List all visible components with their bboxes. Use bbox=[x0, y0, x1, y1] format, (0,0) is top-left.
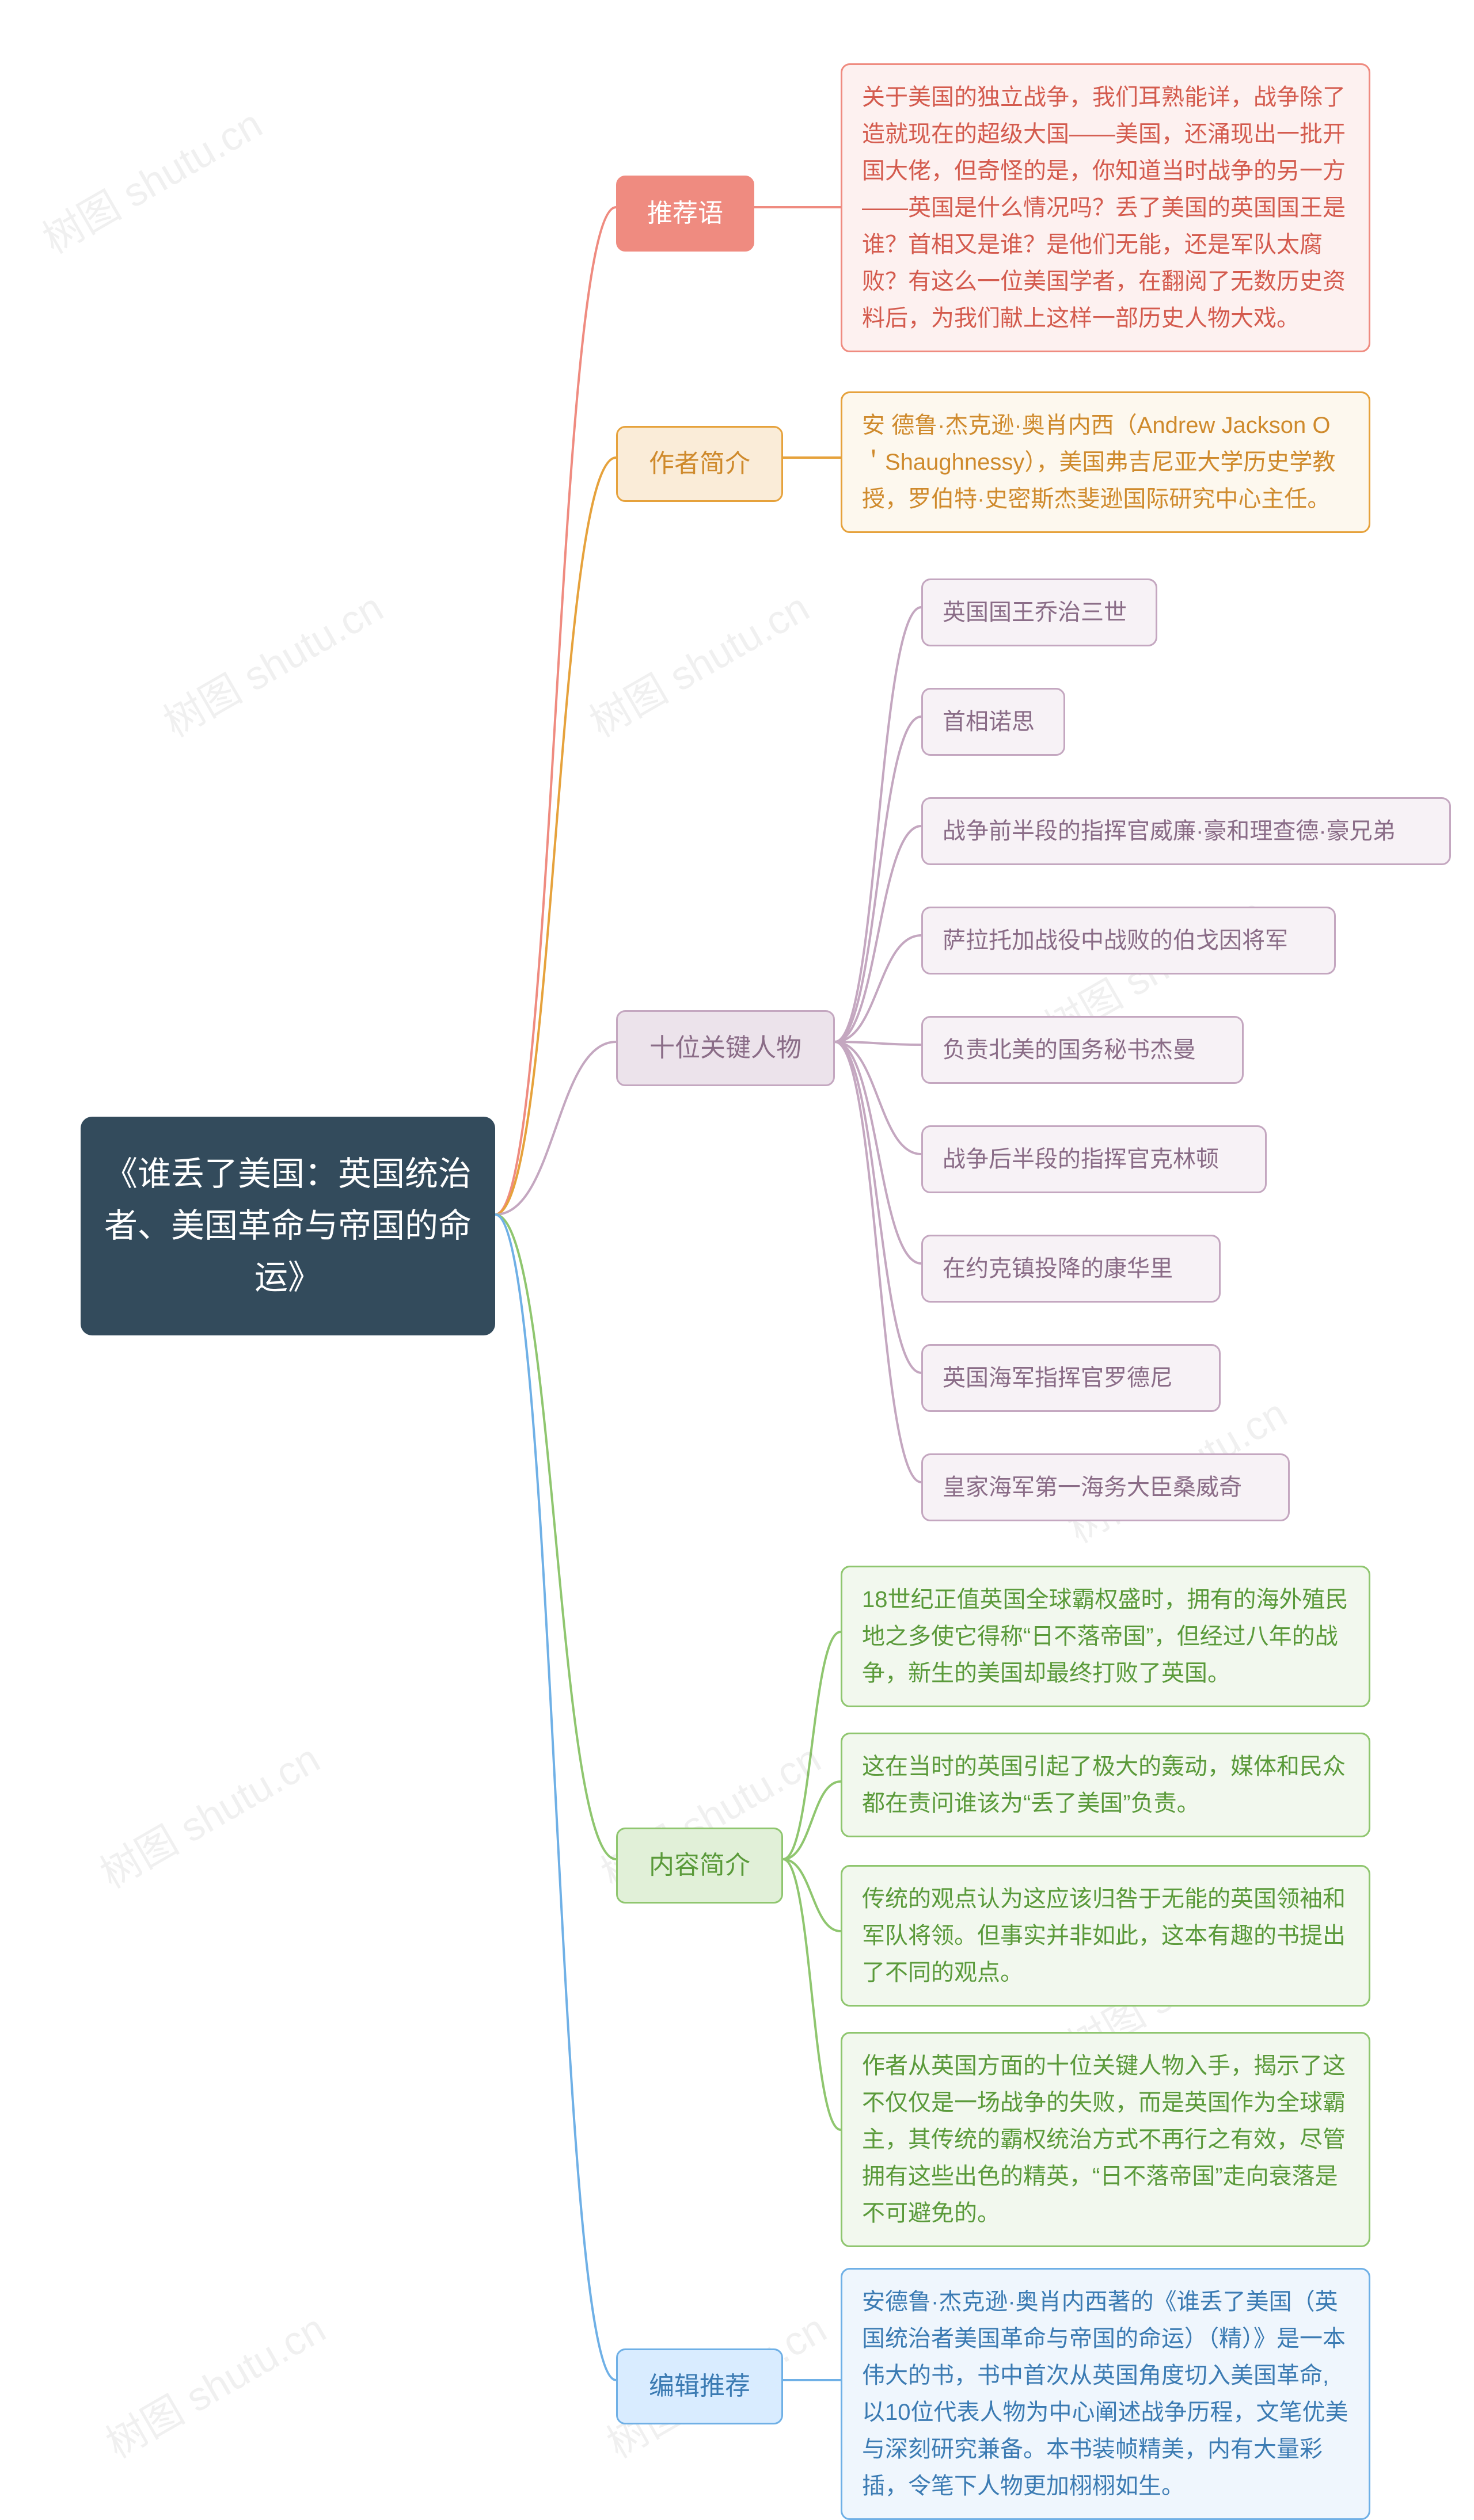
branch-node-b4: 内容简介 bbox=[616, 1828, 783, 1904]
branch-node-b1: 推荐语 bbox=[616, 176, 754, 252]
leaf-node: 萨拉托加战役中战败的伯戈因将军 bbox=[921, 907, 1336, 974]
watermark: 树图 shutu.cn bbox=[88, 1727, 329, 1900]
root-node: 《谁丢了美国：英国统治者、美国革命与帝国的命运》 bbox=[81, 1117, 495, 1335]
leaf-node: 安德鲁·杰克逊·奥肖内西著的《谁丢了美国（英国统治者美国革命与帝国的命运）（精）… bbox=[841, 2268, 1370, 2520]
watermark: 树图 shutu.cn bbox=[94, 2297, 335, 2470]
leaf-node: 英国国王乔治三世 bbox=[921, 578, 1157, 646]
watermark: 树图 shutu.cn bbox=[151, 576, 392, 749]
leaf-node: 传统的观点认为这应该归咎于无能的英国领袖和军队将领。但事实并非如此，这本有趣的书… bbox=[841, 1865, 1370, 2007]
leaf-node: 负责北美的国务秘书杰曼 bbox=[921, 1016, 1244, 1084]
leaf-node: 英国海军指挥官罗德尼 bbox=[921, 1344, 1221, 1412]
branch-node-b2: 作者简介 bbox=[616, 426, 783, 502]
watermark: 树图 shutu.cn bbox=[31, 93, 271, 265]
leaf-node: 战争前半段的指挥官威廉·豪和理查德·豪兄弟 bbox=[921, 797, 1451, 865]
leaf-node: 在约克镇投降的康华里 bbox=[921, 1235, 1221, 1303]
leaf-node: 战争后半段的指挥官克林顿 bbox=[921, 1125, 1267, 1193]
leaf-node: 首相诺思 bbox=[921, 688, 1065, 756]
leaf-node: 皇家海军第一海务大臣桑威奇 bbox=[921, 1453, 1290, 1521]
branch-node-b5: 编辑推荐 bbox=[616, 2348, 783, 2424]
branch-node-b3: 十位关键人物 bbox=[616, 1010, 835, 1086]
watermark: 树图 shutu.cn bbox=[578, 576, 818, 749]
leaf-node: 关于美国的独立战争，我们耳熟能详，战争除了造就现在的超级大国——美国，还涌现出一… bbox=[841, 63, 1370, 352]
leaf-node: 作者从英国方面的十位关键人物入手，揭示了这不仅仅是一场战争的失败，而是英国作为全… bbox=[841, 2032, 1370, 2247]
leaf-node: 这在当时的英国引起了极大的轰动，媒体和民众都在责问谁该为“丢了美国”负责。 bbox=[841, 1733, 1370, 1837]
leaf-node: 18世纪正值英国全球霸权盛时，拥有的海外殖民地之多使它得称“日不落帝国”，但经过… bbox=[841, 1566, 1370, 1707]
leaf-node: 安 德鲁·杰克逊·奥肖内西（Andrew Jackson O＇Shaughnes… bbox=[841, 391, 1370, 533]
